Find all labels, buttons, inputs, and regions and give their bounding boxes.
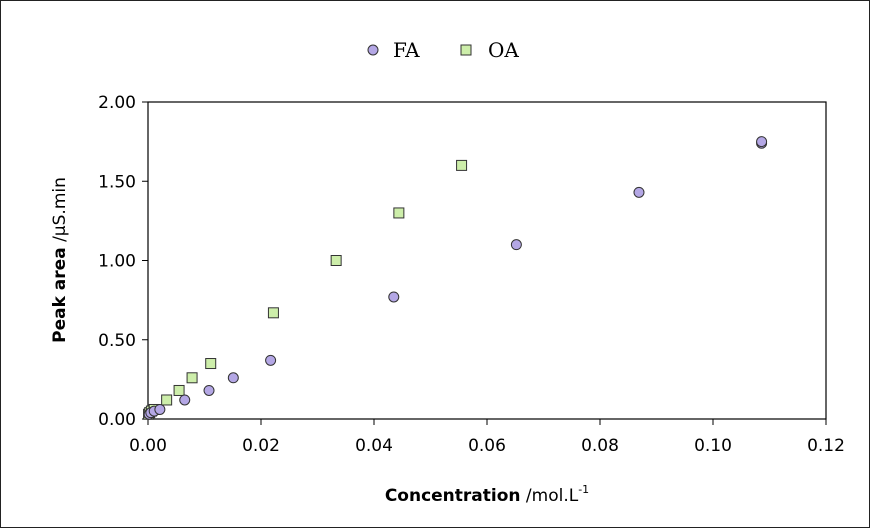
point-oa	[393, 207, 405, 219]
x-axis-ticks: 0.00 0.02 0.04 0.06 0.08 0.10 0.12	[129, 419, 845, 456]
point-fa	[633, 186, 645, 198]
data-points	[143, 136, 768, 420]
x-tick-label: 0.04	[355, 436, 393, 456]
x-axis-title: Concentration /mol.L-1	[385, 483, 589, 506]
legend-marker-fa	[367, 44, 379, 56]
x-axis-title-unit: /mol.L	[521, 486, 579, 506]
point-fa	[265, 354, 277, 366]
legend: FA OA	[367, 38, 519, 62]
y-axis-title-bold: Peak area	[50, 247, 70, 343]
y-tick-label: 1.00	[98, 252, 136, 272]
point-oa	[173, 384, 185, 396]
point-fa	[388, 291, 400, 303]
point-fa	[154, 403, 166, 415]
x-tick-label: 0.02	[242, 436, 280, 456]
y-axis-ticks: 0.00 0.50 1.00 1.50 2.00	[98, 93, 148, 430]
x-axis-title-exponent: -1	[578, 483, 589, 496]
y-tick-label: 0.00	[98, 410, 136, 430]
y-tick-label: 1.50	[98, 172, 136, 192]
x-tick-label: 0.12	[807, 436, 845, 456]
x-tick-label: 0.10	[694, 436, 732, 456]
x-tick-label: 0.00	[129, 436, 167, 456]
point-oa	[205, 358, 217, 370]
point-fa	[756, 136, 768, 148]
x-tick-label: 0.08	[581, 436, 619, 456]
point-fa	[227, 372, 239, 384]
x-axis-title-bold: Concentration	[385, 486, 521, 506]
point-oa	[161, 394, 173, 406]
x-tick-label: 0.06	[468, 436, 506, 456]
y-axis-title-unit: /µS.min	[50, 177, 70, 247]
point-oa	[267, 307, 279, 319]
point-oa	[456, 159, 468, 171]
point-fa	[203, 384, 215, 396]
legend-label-oa: OA	[488, 38, 519, 62]
y-axis-title: Peak area /µS.min	[50, 177, 70, 343]
y-tick-label: 2.00	[98, 93, 136, 113]
legend-label-fa: FA	[393, 38, 420, 62]
point-oa	[330, 255, 342, 266]
point-fa	[510, 239, 522, 251]
legend-marker-oa	[460, 44, 472, 56]
point-fa	[179, 394, 191, 406]
point-oa	[186, 372, 198, 384]
y-tick-label: 0.50	[98, 331, 136, 351]
plot-area	[147, 101, 827, 420]
